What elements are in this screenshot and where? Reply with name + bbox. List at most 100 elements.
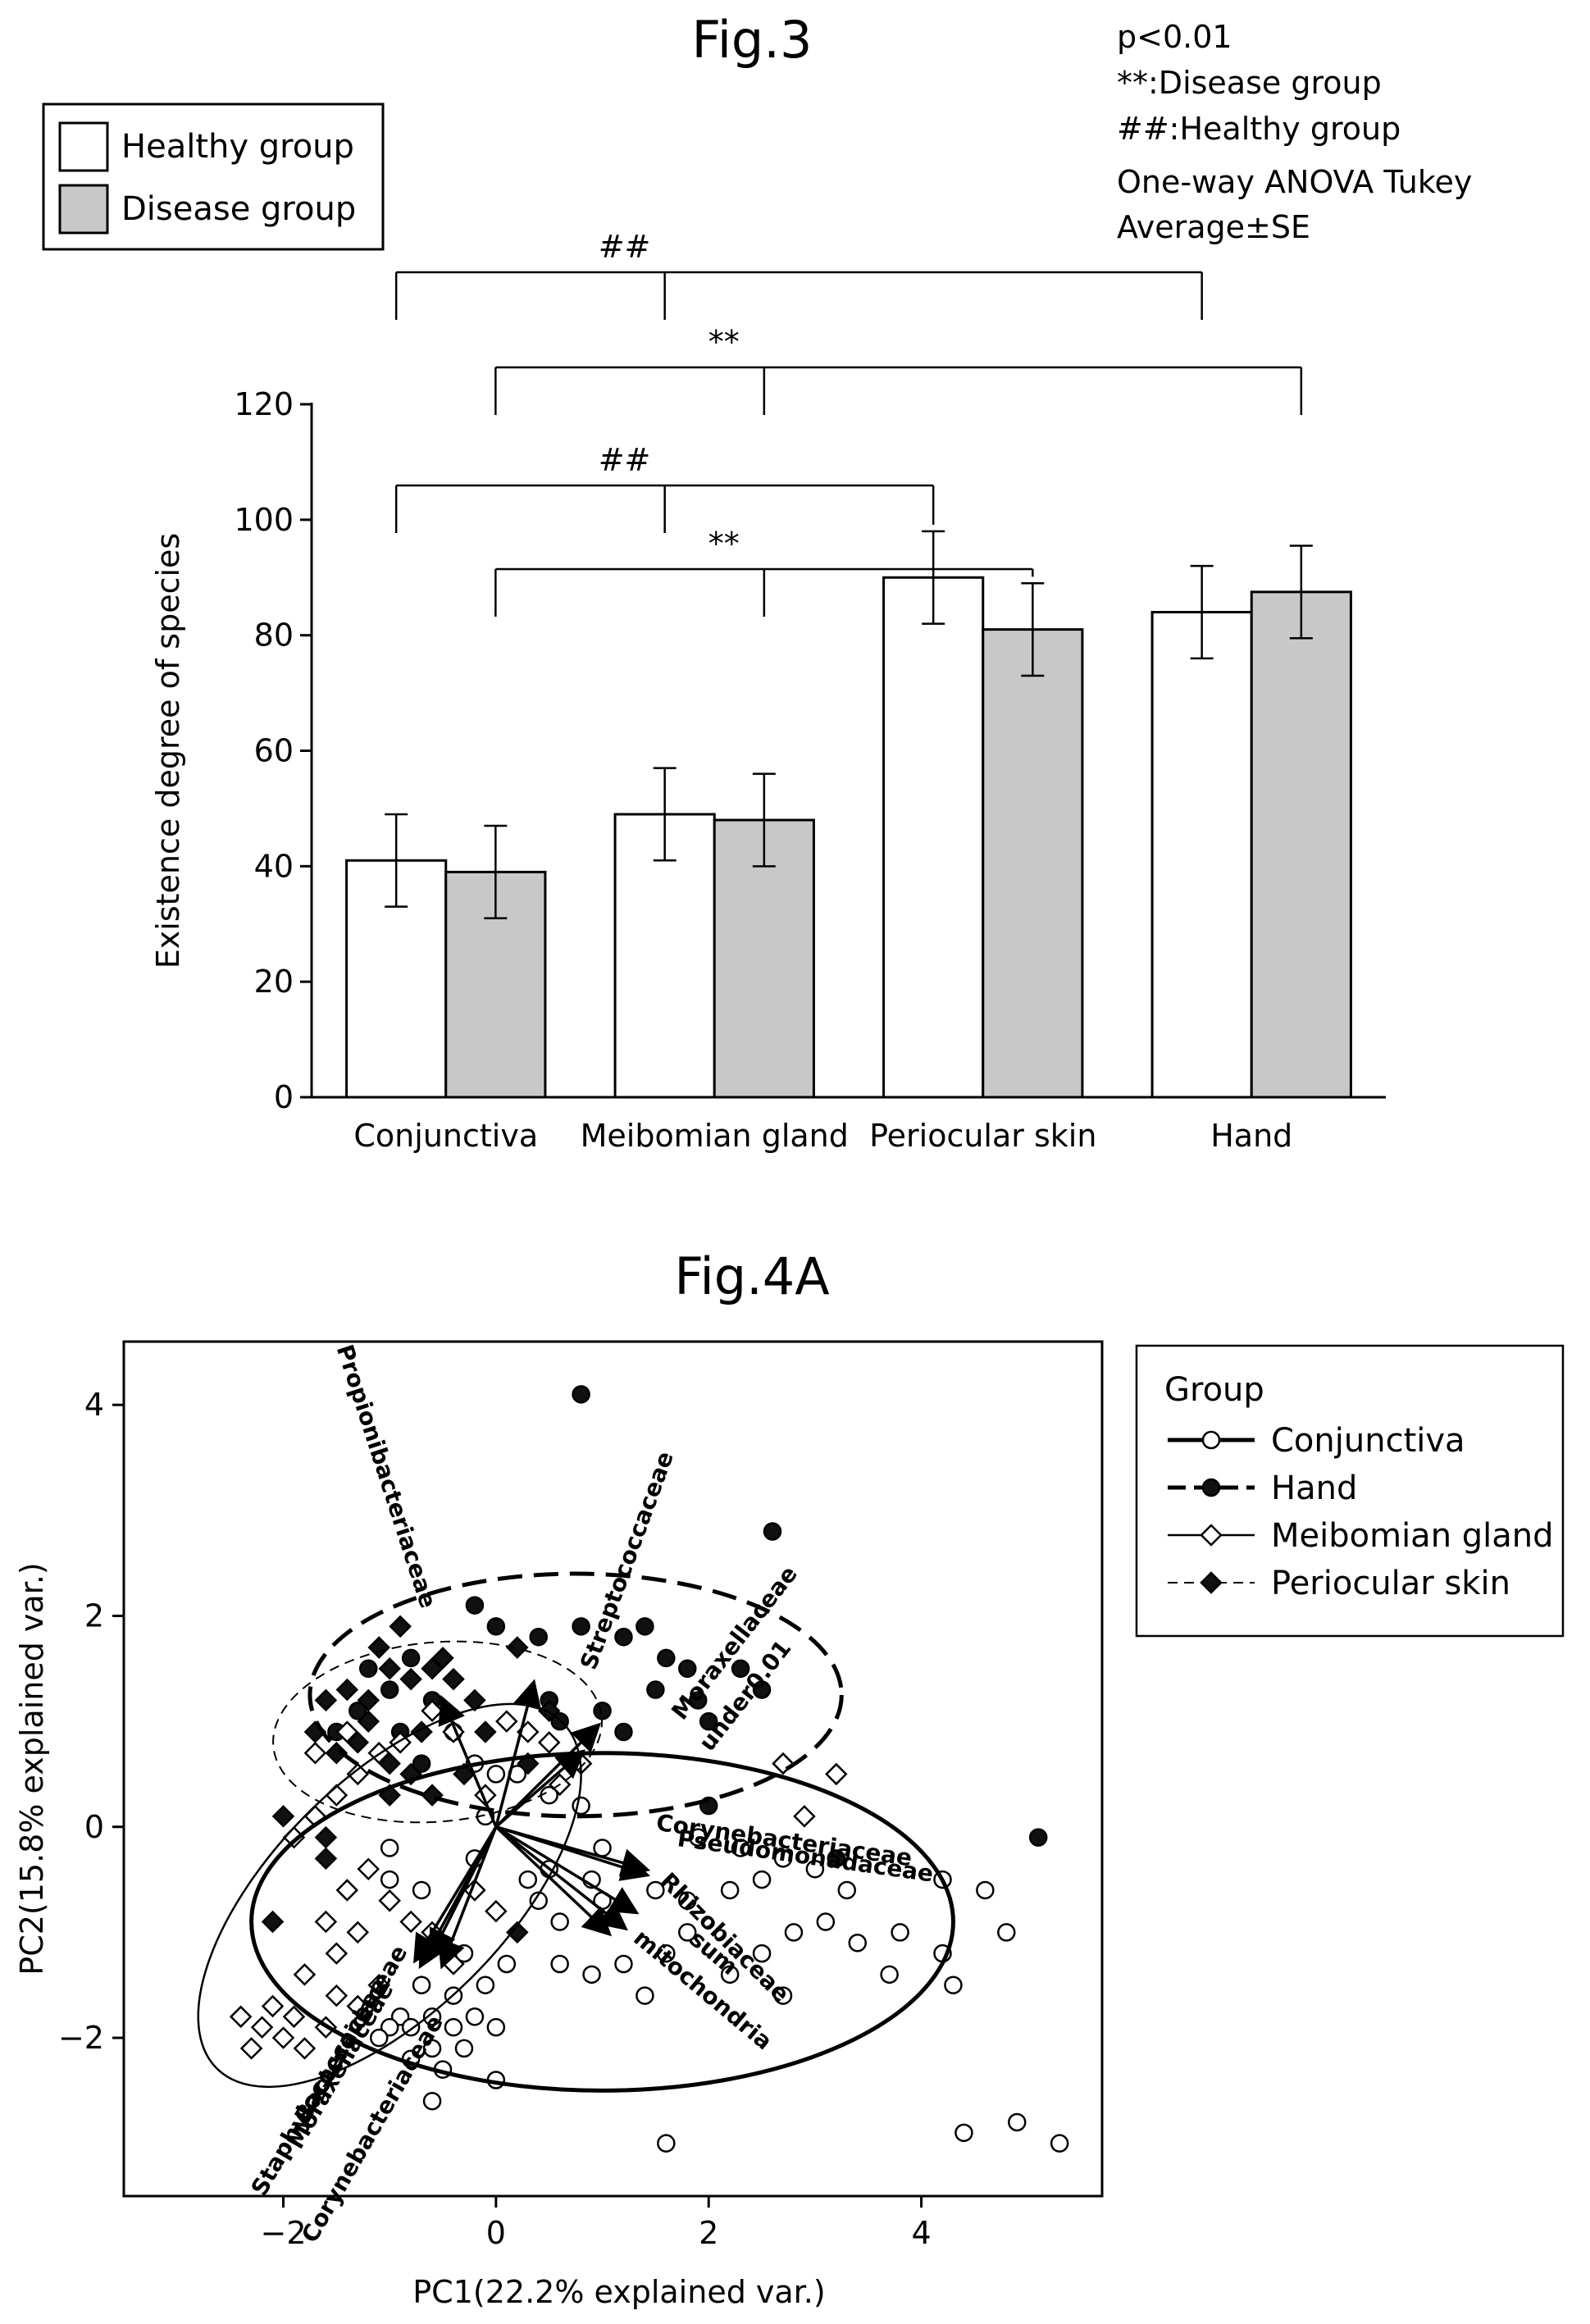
fig4a-legend: Group Conjunctiva Hand Meibomian gland Peri…	[1135, 1344, 1565, 1638]
fig4a-ellipse	[272, 1640, 603, 1824]
fig4a-point	[506, 1636, 529, 1659]
fig4a-point	[825, 1762, 848, 1786]
fig4a-point	[529, 1627, 548, 1647]
fig4a-loading-arrow	[437, 1826, 498, 1970]
fig4a-point	[699, 1711, 718, 1731]
fig4a-point	[805, 1859, 825, 1879]
fig3-bar	[982, 628, 1084, 1099]
fig4a-point	[378, 1889, 401, 1912]
fig3-y-axis-label: Existence degree of species	[150, 533, 186, 968]
fig4a-point	[378, 1752, 401, 1775]
fig3-notes: p<0.01 **:Disease group ##:Healthy group…	[1117, 19, 1472, 245]
fig4a-point	[518, 1870, 538, 1889]
fig4a-point	[412, 1880, 431, 1900]
fig4a-point	[773, 1986, 793, 2005]
fig4a-y-axis-label: PC2(15.8% explained var.)	[14, 1562, 50, 1975]
fig4a-point	[399, 1910, 422, 1934]
fig4a-point	[506, 1921, 529, 1944]
fig4a-point	[657, 1648, 676, 1668]
fig3-bar	[1250, 590, 1352, 1099]
fig4a-point	[261, 1994, 285, 2018]
fig4a-point	[614, 1954, 633, 1974]
fig4a-point	[380, 1680, 399, 1699]
fig4a-point	[421, 1784, 444, 1807]
fig3-significance-bracket: ##	[394, 442, 935, 533]
fig4a-loading-label: Propionibacteriaceae	[331, 1342, 442, 1611]
fig4a-point	[1050, 2134, 1069, 2153]
fig4a-point	[367, 1973, 390, 1997]
fig3-error-bar	[922, 530, 945, 625]
note-p-value: p<0.01	[1117, 19, 1232, 55]
fig4a-point	[537, 1731, 561, 1754]
fig4a-loading-arrow	[495, 1825, 651, 1877]
fig3-error-bar	[752, 772, 776, 868]
fig4a-legend-label: Hand	[1271, 1470, 1357, 1507]
fig4a-point	[593, 1839, 612, 1857]
fig4a-point	[572, 1385, 590, 1404]
fig4a-point	[848, 1934, 867, 1953]
fig4a-point	[636, 1617, 654, 1636]
fig3-significance-bracket: ##	[394, 229, 1203, 320]
fig3-significance-bracket: **	[494, 526, 1034, 617]
fig3-y-tick-label: 80	[254, 617, 294, 654]
legend-swatch-disease	[58, 184, 109, 235]
note-disease-symbol: **:Disease group	[1117, 65, 1382, 101]
fig4a-point	[614, 1627, 633, 1647]
fig4a-point	[346, 1921, 370, 1944]
fig4a-legend-label: Meibomian gland	[1271, 1517, 1554, 1555]
fig4a-point	[720, 1880, 740, 1900]
fig4a-point	[772, 1752, 795, 1775]
fig4a-point	[380, 1870, 399, 1889]
fig3-y-tick-label: 120	[234, 386, 294, 422]
fig3-bar-chart: Fig.3 p<0.01 **:Disease group ##:Healthy…	[42, 10, 1472, 1154]
fig4a-point	[688, 1691, 708, 1710]
fig4a-loading-arrow	[438, 1694, 498, 1828]
fig4a-point	[550, 1912, 569, 1931]
fig4a-point	[369, 2028, 389, 2048]
fig4a-point	[763, 1522, 782, 1541]
fig4a-plot-frame	[122, 1340, 1104, 2198]
fig4a-point	[880, 1965, 899, 1985]
fig4a-point	[572, 1617, 590, 1636]
fig4a-y-tick-label: −2	[58, 2020, 104, 2056]
fig4a-point	[314, 1688, 338, 1712]
fig4a-point	[793, 1805, 816, 1828]
fig3-error-bar	[484, 824, 508, 919]
fig4a-loading-arrow	[494, 1722, 602, 1828]
fig4a-legend-label: Conjunctiva	[1271, 1422, 1465, 1460]
legend-label-disease: Disease group	[121, 190, 356, 228]
fig4a-point	[412, 1754, 431, 1773]
fig4a-point	[314, 1825, 338, 1849]
fig4a-point	[827, 1849, 846, 1868]
fig4a-point	[303, 1741, 327, 1765]
fig4a-point	[465, 1596, 485, 1615]
fig4a-point	[678, 1659, 697, 1679]
fig4a-legend-marker	[1201, 1478, 1221, 1497]
fig3-y-tick-label: 20	[254, 964, 294, 1000]
fig4a-point	[678, 1923, 697, 1942]
fig3-y-tick-label: 40	[254, 848, 294, 884]
fig4a-x-axis-label: PC1(22.2% explained var.)	[412, 2274, 825, 2310]
fig4a-point	[314, 1910, 338, 1934]
fig4a-point	[646, 1680, 665, 1699]
fig4a-loading-arrow	[494, 1679, 542, 1828]
fig4a-point	[550, 1954, 569, 1974]
fig4a-point	[325, 1741, 349, 1765]
fig4a-point	[485, 1899, 508, 1923]
fig3-y-tick-label: 60	[254, 733, 294, 769]
fig4a-point	[359, 1659, 378, 1679]
note-healthy-symbol: ##:Healthy group	[1117, 111, 1401, 147]
fig4a-point	[325, 1784, 349, 1807]
fig4a-point	[357, 1857, 380, 1880]
fig4a-point	[657, 1944, 676, 1963]
fig4a-point	[229, 2005, 253, 2029]
fig4a-point	[773, 1849, 793, 1868]
fig3-error-bar	[1190, 564, 1214, 660]
fig3-x-tick-label: Meibomian gland	[581, 1118, 849, 1154]
fig4a-legend-item: Hand	[1168, 1470, 1357, 1507]
fig3-x-tick-label: Hand	[1210, 1118, 1292, 1154]
fig4a-point	[412, 1975, 431, 1994]
fig4a-point	[486, 2017, 506, 2037]
fig4a-point	[976, 1880, 995, 1900]
